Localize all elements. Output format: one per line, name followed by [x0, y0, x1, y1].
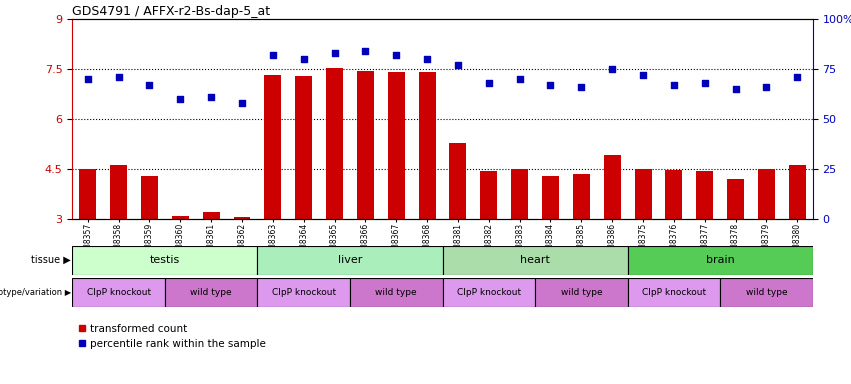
Bar	[627, 278, 720, 307]
Bar	[419, 72, 436, 219]
Text: liver: liver	[338, 255, 363, 265]
Point	[328, 50, 341, 56]
Text: wild type: wild type	[375, 288, 417, 297]
Point	[605, 66, 619, 72]
Text: ClpP knockout: ClpP knockout	[271, 288, 336, 297]
Bar	[165, 278, 257, 307]
Text: wild type: wild type	[745, 288, 787, 297]
Text: testis: testis	[150, 255, 180, 265]
Point	[667, 82, 681, 88]
Point	[143, 82, 157, 88]
Bar	[758, 169, 775, 219]
Bar	[443, 278, 535, 307]
Bar	[172, 215, 189, 219]
Point	[111, 74, 125, 80]
Bar	[443, 246, 627, 275]
Bar	[72, 246, 257, 275]
Point	[266, 52, 280, 58]
Bar	[141, 176, 158, 219]
Text: brain: brain	[705, 255, 734, 265]
Bar	[635, 169, 652, 219]
Point	[728, 86, 742, 92]
Point	[358, 48, 372, 54]
Point	[174, 96, 187, 102]
Bar	[388, 73, 405, 219]
Bar	[535, 278, 627, 307]
Bar	[542, 176, 559, 219]
Point	[760, 84, 774, 90]
Bar	[326, 68, 343, 219]
Point	[451, 62, 465, 68]
Bar	[449, 143, 466, 219]
Point	[204, 94, 218, 100]
Bar	[203, 212, 220, 219]
Bar	[696, 171, 713, 219]
Text: wild type: wild type	[561, 288, 603, 297]
Bar	[72, 278, 165, 307]
Bar	[789, 165, 806, 219]
Bar	[233, 217, 250, 219]
Text: tissue ▶: tissue ▶	[31, 255, 71, 265]
Bar	[350, 278, 443, 307]
Point	[513, 76, 527, 82]
Bar	[603, 155, 620, 219]
Text: genotype/variation ▶: genotype/variation ▶	[0, 288, 71, 297]
Bar	[257, 278, 350, 307]
Bar	[720, 278, 813, 307]
Point	[297, 56, 311, 62]
Text: wild type: wild type	[191, 288, 232, 297]
Bar	[511, 169, 528, 219]
Bar	[727, 179, 744, 219]
Bar	[357, 71, 374, 219]
Bar	[265, 75, 282, 219]
Point	[390, 52, 403, 58]
Text: ClpP knockout: ClpP knockout	[457, 288, 521, 297]
Point	[791, 74, 804, 80]
Bar	[79, 169, 96, 219]
Bar	[665, 170, 683, 219]
Point	[544, 82, 557, 88]
Point	[81, 76, 94, 82]
Legend: transformed count, percentile rank within the sample: transformed count, percentile rank withi…	[77, 324, 266, 349]
Text: ClpP knockout: ClpP knockout	[642, 288, 706, 297]
Bar	[480, 171, 497, 219]
Bar	[295, 76, 312, 219]
Point	[637, 72, 650, 78]
Text: GDS4791 / AFFX-r2-Bs-dap-5_at: GDS4791 / AFFX-r2-Bs-dap-5_at	[72, 5, 271, 18]
Point	[420, 56, 434, 62]
Text: heart: heart	[520, 255, 550, 265]
Bar	[257, 246, 443, 275]
Bar	[110, 165, 127, 219]
Bar	[627, 246, 813, 275]
Point	[574, 84, 588, 90]
Point	[235, 100, 248, 106]
Point	[698, 80, 711, 86]
Text: ClpP knockout: ClpP knockout	[87, 288, 151, 297]
Point	[482, 80, 495, 86]
Bar	[573, 174, 590, 219]
